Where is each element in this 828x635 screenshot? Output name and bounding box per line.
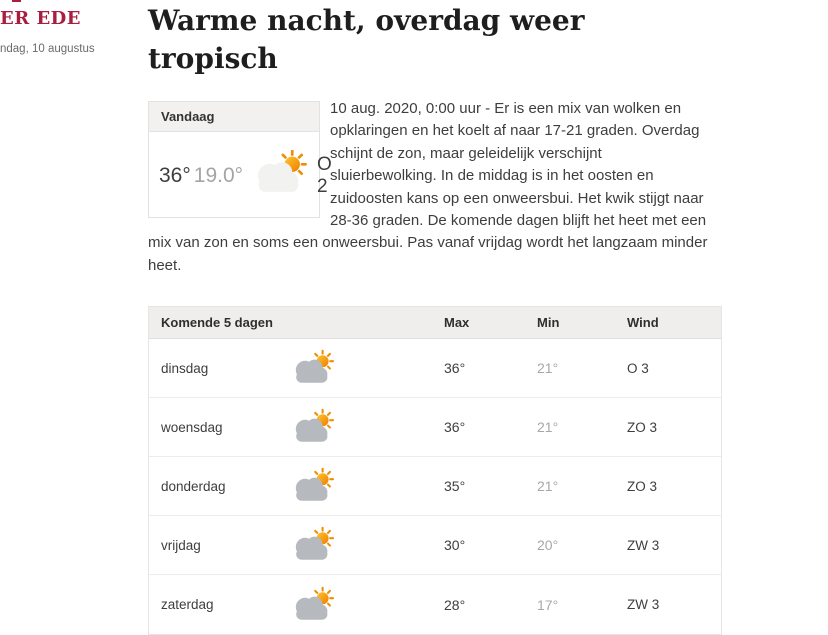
cloud-sun-icon <box>289 586 444 624</box>
table-row: donderdag 35° 21° ZO 3 <box>149 457 721 517</box>
min-temp: 21° <box>537 478 559 495</box>
min-temp: 17° <box>537 596 559 613</box>
max-temp: 35° <box>444 478 466 495</box>
today-max-temp: 36° <box>159 163 191 187</box>
site-logo-link[interactable]: ER EDE <box>0 8 81 29</box>
table-row: woensdag 36° 21° ZO 3 <box>149 398 721 458</box>
cloud-sun-icon <box>289 467 444 505</box>
today-min-temp: 19.0° <box>193 163 244 187</box>
table-row: dinsdag 36° 21° O 3 <box>149 339 721 399</box>
today-card-title: Vandaag <box>149 102 319 132</box>
article-intro-section: Vandaag 36° 19.0° O 2 10 aug. 2020, 0:00… <box>148 98 722 277</box>
table-row: vrijdag 30° 20° ZW 3 <box>149 516 721 576</box>
wind-value: ZO 3 <box>627 419 658 435</box>
day-label: donderdag <box>161 478 226 494</box>
article-body-text: 10 aug. 2020, 0:00 uur - Er is een mix v… <box>148 100 708 274</box>
forecast-table-header: Komende 5 dagen Max Min Wind <box>149 307 721 340</box>
cloud-sun-icon <box>289 349 444 387</box>
cloud-sun-icon <box>289 408 444 446</box>
today-weather-card: Vandaag 36° 19.0° O 2 <box>148 101 332 218</box>
max-temp: 28° <box>444 596 466 613</box>
wind-value: ZO 3 <box>627 478 658 494</box>
min-temp: 21° <box>537 360 559 377</box>
wind-value: ZW 3 <box>627 537 660 553</box>
cloud-sun-icon <box>289 526 444 564</box>
logo-fragment <box>12 0 21 2</box>
cloud-sun-icon <box>249 149 311 201</box>
day-label: zaterdag <box>161 597 214 613</box>
today-card-body: 36° 19.0° O 2 <box>149 132 332 217</box>
column-header-min: Min <box>537 315 560 331</box>
wind-value: O 3 <box>627 360 649 376</box>
day-label: woensdag <box>161 419 223 435</box>
column-header-days: Komende 5 dagen <box>161 315 273 331</box>
max-temp: 36° <box>444 360 466 377</box>
table-row: zaterdag 28° 17° ZW 3 <box>149 575 721 635</box>
max-temp: 30° <box>444 537 466 554</box>
column-header-wind: Wind <box>627 315 659 331</box>
day-label: dinsdag <box>161 360 209 376</box>
site-date: ndag, 10 augustus <box>0 43 95 55</box>
forecast-table: Komende 5 dagen Max Min Wind dinsdag 36°… <box>148 306 722 635</box>
min-temp: 21° <box>537 419 559 436</box>
day-label: vrijdag <box>161 537 201 553</box>
max-temp: 36° <box>444 419 466 436</box>
main-content: Warme nacht, overdag weer tropisch Vanda… <box>148 0 722 635</box>
today-wind: O 2 <box>317 153 332 197</box>
column-header-max: Max <box>444 315 470 331</box>
min-temp: 20° <box>537 537 559 554</box>
article-title: Warme nacht, overdag weer tropisch <box>148 4 585 75</box>
wind-value: ZW 3 <box>627 597 660 613</box>
